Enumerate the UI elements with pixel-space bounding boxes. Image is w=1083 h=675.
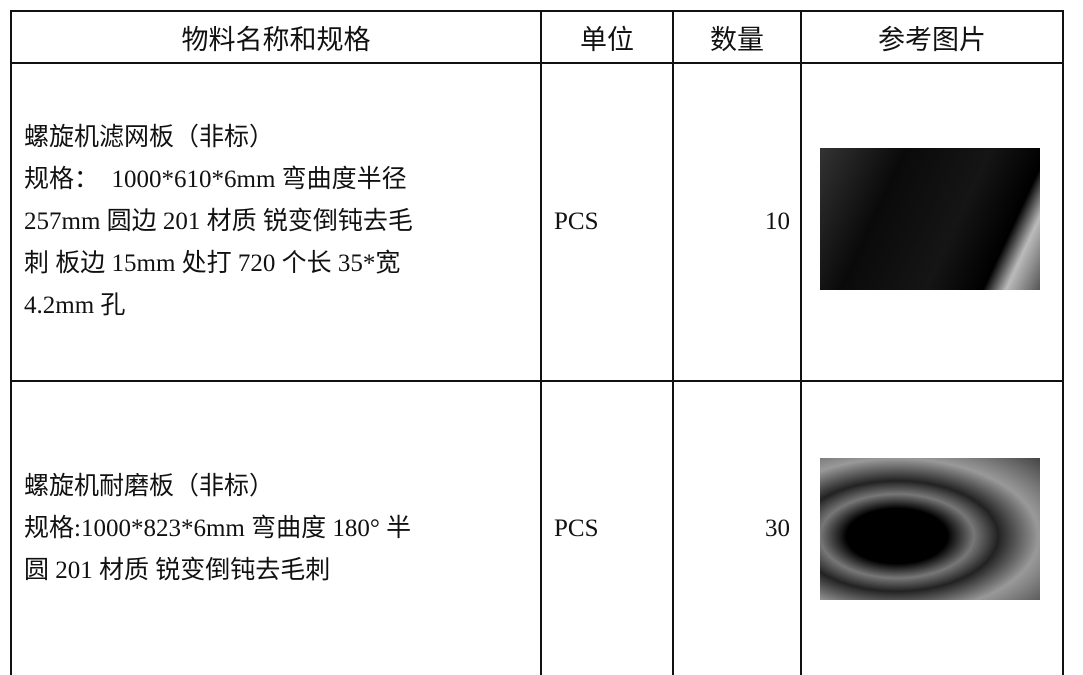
rule: [1062, 10, 1064, 675]
qty-cell: 30: [765, 514, 790, 542]
rule: [10, 10, 12, 675]
name-cell: 螺旋机耐磨板（非标） 规格:1000*823*6mm 弯曲度 180° 半圆 20…: [24, 382, 540, 675]
qty-cell: 10: [765, 208, 790, 235]
spec-line: 圆 201 材质 锐变倒钝去毛刺: [24, 556, 331, 584]
spec-line: 刺 板边 15mm 处打 720 个长 35*宽: [24, 250, 401, 277]
spec-line: 螺旋机耐磨板（非标）: [24, 472, 275, 500]
rule: [10, 380, 1064, 382]
reference-photo: [820, 148, 1040, 290]
name-cell: 螺旋机滤网板（非标） 规格： 1000*610*6mm 弯曲度半径 257mm 圆边…: [24, 64, 540, 380]
unit-cell: PCS: [554, 514, 599, 542]
header-cell: 数量: [710, 24, 764, 55]
header-cell: 单位: [580, 24, 634, 55]
spec-line: 规格： 1000*610*6mm 弯曲度半径: [24, 166, 407, 193]
rule: [800, 10, 802, 675]
header-cell: 参考图片: [878, 24, 986, 55]
spec-line: 螺旋机滤网板（非标）: [24, 124, 275, 151]
rule: [10, 62, 1064, 64]
spec-line: 规格:1000*823*6mm 弯曲度 180° 半: [24, 514, 412, 542]
rule: [540, 10, 542, 675]
spec-line: 4.2mm 孔: [24, 292, 126, 319]
unit-cell: PCS: [554, 208, 599, 235]
spec-line: 257mm 圆边 201 材质 锐变倒钝去毛: [24, 208, 413, 235]
rule: [672, 10, 674, 675]
rule: [10, 10, 1064, 12]
header-cell: 物料名称和规格: [181, 24, 371, 55]
reference-photo: [820, 458, 1040, 600]
